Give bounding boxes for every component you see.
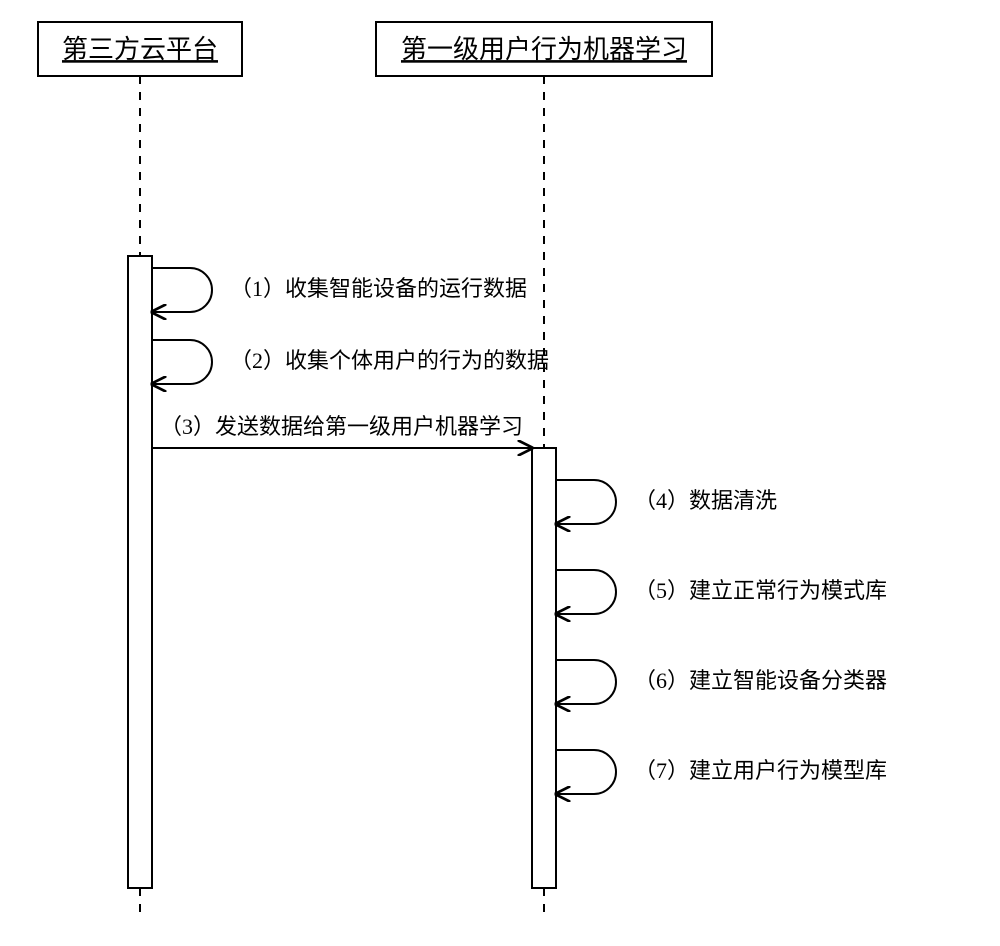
lifeline-label-level1_ml: 第一级用户行为机器学习 — [401, 35, 687, 64]
sequence-diagram: 第三方云平台 第一级用户行为机器学习 （1）收集智能设备的运行数据 （2）收集个体用户… — [0, 0, 1000, 946]
message-label-6: （7）建立用户行为模型库 — [634, 758, 887, 783]
activation-third_party_cloud — [128, 256, 152, 888]
activation-level1_ml — [532, 448, 556, 888]
message-label-2: （3）发送数据给第一级用户机器学习 — [160, 414, 523, 439]
message-label-4: （5）建立正常行为模式库 — [634, 578, 887, 603]
message-label-1: （2）收集个体用户的行为的数据 — [230, 348, 549, 373]
message-label-0: （1）收集智能设备的运行数据 — [230, 276, 527, 301]
message-label-3: （4）数据清洗 — [634, 488, 777, 513]
lifeline-label-third_party_cloud: 第三方云平台 — [62, 35, 218, 64]
message-label-5: （6）建立智能设备分类器 — [634, 668, 887, 693]
